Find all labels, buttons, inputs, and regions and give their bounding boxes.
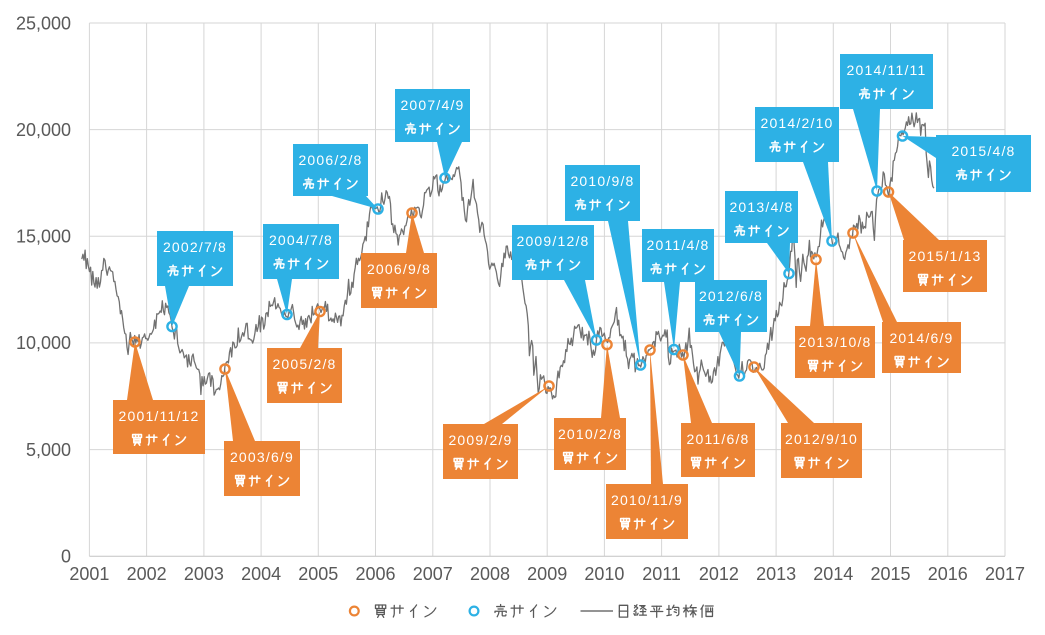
svg-text:5,000: 5,000 — [26, 440, 71, 460]
svg-text:2005/2/8: 2005/2/8 — [272, 356, 336, 372]
svg-text:10,000: 10,000 — [16, 333, 71, 353]
svg-text:2015: 2015 — [870, 564, 910, 584]
svg-text:2012/6/8: 2012/6/8 — [699, 288, 763, 304]
svg-text:2007: 2007 — [413, 564, 453, 584]
svg-text:2009/2/9: 2009/2/9 — [448, 432, 512, 448]
svg-text:2011/6/8: 2011/6/8 — [686, 431, 749, 447]
svg-text:2014/6/9: 2014/6/9 — [889, 330, 953, 346]
svg-text:2008: 2008 — [470, 564, 510, 584]
svg-text:2012/9/10: 2012/9/10 — [785, 431, 858, 447]
svg-text:20,000: 20,000 — [16, 120, 71, 140]
svg-text:2006/2/8: 2006/2/8 — [298, 152, 362, 168]
svg-text:2011/4/8: 2011/4/8 — [646, 237, 709, 253]
svg-text:2014/11/11: 2014/11/11 — [847, 62, 927, 78]
svg-text:0: 0 — [61, 547, 71, 567]
svg-text:2013/4/8: 2013/4/8 — [729, 199, 793, 215]
svg-text:2011: 2011 — [642, 564, 681, 584]
svg-text:2007/4/9: 2007/4/9 — [400, 97, 464, 113]
svg-text:2001/11/12: 2001/11/12 — [118, 408, 199, 424]
svg-text:2004/7/8: 2004/7/8 — [269, 232, 333, 248]
svg-text:2013/10/8: 2013/10/8 — [798, 334, 871, 350]
svg-text:2012: 2012 — [699, 564, 739, 584]
svg-text:2006/9/8: 2006/9/8 — [367, 261, 431, 277]
svg-text:2002: 2002 — [127, 564, 167, 584]
svg-text:2006: 2006 — [355, 564, 395, 584]
svg-text:2010/9/8: 2010/9/8 — [570, 173, 634, 189]
svg-text:2014/2/10: 2014/2/10 — [760, 115, 833, 131]
svg-text:2003: 2003 — [184, 564, 224, 584]
svg-text:2001: 2001 — [69, 564, 109, 584]
svg-text:2009: 2009 — [527, 564, 567, 584]
svg-text:2017: 2017 — [985, 564, 1025, 584]
svg-text:2015/1/13: 2015/1/13 — [908, 248, 981, 264]
svg-text:2016: 2016 — [928, 564, 968, 584]
svg-text:2014: 2014 — [813, 564, 853, 584]
svg-text:2013: 2013 — [756, 564, 796, 584]
svg-text:25,000: 25,000 — [16, 13, 71, 33]
svg-text:2009/12/8: 2009/12/8 — [516, 233, 589, 249]
svg-text:2015/4/8: 2015/4/8 — [951, 143, 1015, 159]
svg-text:2005: 2005 — [298, 564, 338, 584]
svg-text:2002/7/8: 2002/7/8 — [163, 239, 227, 255]
svg-text:2010/11/9: 2010/11/9 — [611, 492, 683, 508]
svg-text:2004: 2004 — [241, 564, 281, 584]
svg-text:2010: 2010 — [584, 564, 624, 584]
svg-text:2010/2/8: 2010/2/8 — [558, 426, 622, 442]
svg-text:15,000: 15,000 — [16, 227, 71, 247]
svg-text:2003/6/9: 2003/6/9 — [230, 449, 294, 465]
